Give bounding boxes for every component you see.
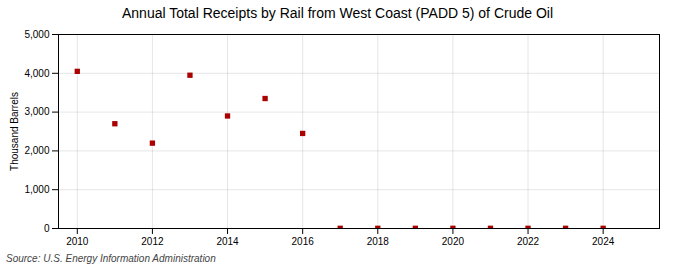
svg-text:Thousand Barrels: Thousand Barrels (9, 92, 20, 171)
svg-text:2,000: 2,000 (24, 145, 49, 156)
svg-text:2020: 2020 (442, 236, 465, 247)
svg-text:2010: 2010 (66, 236, 89, 247)
svg-text:2012: 2012 (141, 236, 164, 247)
svg-text:2024: 2024 (592, 236, 615, 247)
svg-text:4,000: 4,000 (24, 68, 49, 79)
svg-text:2018: 2018 (367, 236, 390, 247)
svg-text:2022: 2022 (517, 236, 540, 247)
html-text:Annual Total Receipts by Rail: Annual Total Receipts by Rail from West … (122, 5, 553, 21)
svg-text:0: 0 (44, 223, 50, 234)
html-text:Source: U.S. Energy Informatio: Source: U.S. Energy Information Administ… (6, 253, 216, 264)
svg-text:3,000: 3,000 (24, 106, 49, 117)
svg-text:2014: 2014 (216, 236, 239, 247)
svg-text:1,000: 1,000 (24, 184, 49, 195)
svg-text:5,000: 5,000 (24, 29, 49, 40)
svg-text:2016: 2016 (292, 236, 315, 247)
